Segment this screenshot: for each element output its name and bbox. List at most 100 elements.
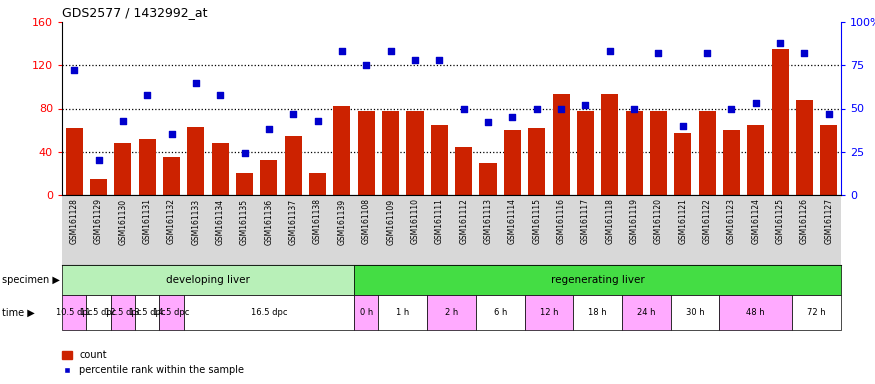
Text: 30 h: 30 h (686, 308, 704, 317)
Text: 48 h: 48 h (746, 308, 765, 317)
Point (578, 102, 592, 108)
Point (164, 131, 178, 137)
Point (700, 50, 714, 56)
Bar (354, 295, 379, 330)
Legend: count, percentile rank within the sample: count, percentile rank within the sample (58, 346, 248, 379)
Bar (504, 130, 521, 195)
Point (335, 48, 349, 55)
Point (749, 100, 763, 106)
Point (116, 118, 130, 124)
Text: 12 h: 12 h (540, 308, 558, 317)
Bar (115, 143, 131, 195)
Point (627, 106, 641, 112)
Bar (796, 100, 813, 195)
Point (554, 106, 568, 112)
Text: 24 h: 24 h (637, 308, 655, 317)
Text: GSM161108: GSM161108 (361, 199, 371, 245)
Bar (212, 143, 228, 195)
Text: 11.5 dpc: 11.5 dpc (80, 308, 116, 317)
Bar (552, 94, 570, 195)
Text: GSM161136: GSM161136 (264, 199, 273, 245)
Bar (379, 295, 427, 330)
Text: 0 h: 0 h (360, 308, 373, 317)
Text: GSM161117: GSM161117 (581, 199, 590, 245)
Bar (820, 125, 837, 195)
Text: 72 h: 72 h (808, 308, 826, 317)
Text: GSM161113: GSM161113 (484, 199, 493, 245)
Text: GSM161131: GSM161131 (143, 199, 151, 245)
Text: specimen ▶: specimen ▶ (2, 275, 60, 285)
Text: GSM161118: GSM161118 (606, 199, 614, 244)
Bar (284, 136, 302, 195)
Bar (430, 125, 448, 195)
Point (408, 57, 422, 63)
Bar (723, 130, 740, 195)
Bar (62, 265, 354, 295)
Point (140, 92, 154, 98)
Text: developing liver: developing liver (166, 275, 250, 285)
Bar (528, 128, 545, 195)
Text: GSM161130: GSM161130 (118, 199, 128, 245)
Text: GSM161125: GSM161125 (775, 199, 785, 245)
Bar (577, 111, 594, 195)
Text: GSM161123: GSM161123 (727, 199, 736, 245)
Bar (626, 111, 642, 195)
Text: GSM161133: GSM161133 (192, 199, 200, 245)
Bar (622, 295, 670, 330)
Point (432, 57, 446, 63)
Bar (719, 295, 793, 330)
Bar (427, 295, 476, 330)
Text: GSM161115: GSM161115 (532, 199, 542, 245)
Point (774, 40, 788, 46)
Text: GSM161121: GSM161121 (678, 199, 687, 244)
Bar (187, 127, 205, 195)
Point (603, 48, 617, 55)
Point (286, 111, 300, 117)
Bar (747, 125, 765, 195)
Point (383, 48, 397, 55)
Text: 18 h: 18 h (588, 308, 607, 317)
Bar (66, 128, 83, 195)
Point (676, 123, 690, 129)
Bar (159, 295, 184, 330)
Point (311, 118, 325, 124)
Text: GSM161137: GSM161137 (289, 199, 298, 245)
Point (238, 151, 252, 157)
Text: GSM161110: GSM161110 (410, 199, 419, 245)
Bar (138, 139, 156, 195)
Text: 14.5 dpc: 14.5 dpc (153, 308, 190, 317)
Bar (772, 49, 788, 195)
Bar (601, 94, 619, 195)
Text: GSM161111: GSM161111 (435, 199, 444, 244)
Bar (110, 295, 135, 330)
Point (457, 106, 471, 112)
Text: GSM161126: GSM161126 (800, 199, 809, 245)
Text: GSM161119: GSM161119 (630, 199, 639, 245)
Bar (163, 157, 180, 195)
Bar (62, 295, 87, 330)
Text: 10.5 dpc: 10.5 dpc (56, 308, 93, 317)
Point (189, 79, 203, 86)
Text: GSM161138: GSM161138 (313, 199, 322, 245)
Bar (480, 162, 496, 195)
Bar (333, 106, 351, 195)
Text: 13.5 dpc: 13.5 dpc (129, 308, 165, 317)
Text: GSM161120: GSM161120 (654, 199, 663, 245)
Text: 2 h: 2 h (444, 308, 458, 317)
Point (92, 157, 106, 164)
Point (529, 106, 543, 112)
Text: GSM161116: GSM161116 (556, 199, 565, 245)
Point (651, 50, 665, 56)
Text: GSM161129: GSM161129 (94, 199, 103, 245)
Bar (455, 147, 472, 195)
Bar (184, 295, 354, 330)
Point (797, 50, 811, 56)
Text: GSM161114: GSM161114 (507, 199, 517, 245)
Point (214, 92, 228, 98)
Text: 12.5 dpc: 12.5 dpc (105, 308, 141, 317)
Point (822, 111, 836, 117)
Text: 1 h: 1 h (396, 308, 410, 317)
Bar (573, 295, 622, 330)
Text: GDS2577 / 1432992_at: GDS2577 / 1432992_at (62, 7, 207, 20)
Point (360, 62, 374, 68)
